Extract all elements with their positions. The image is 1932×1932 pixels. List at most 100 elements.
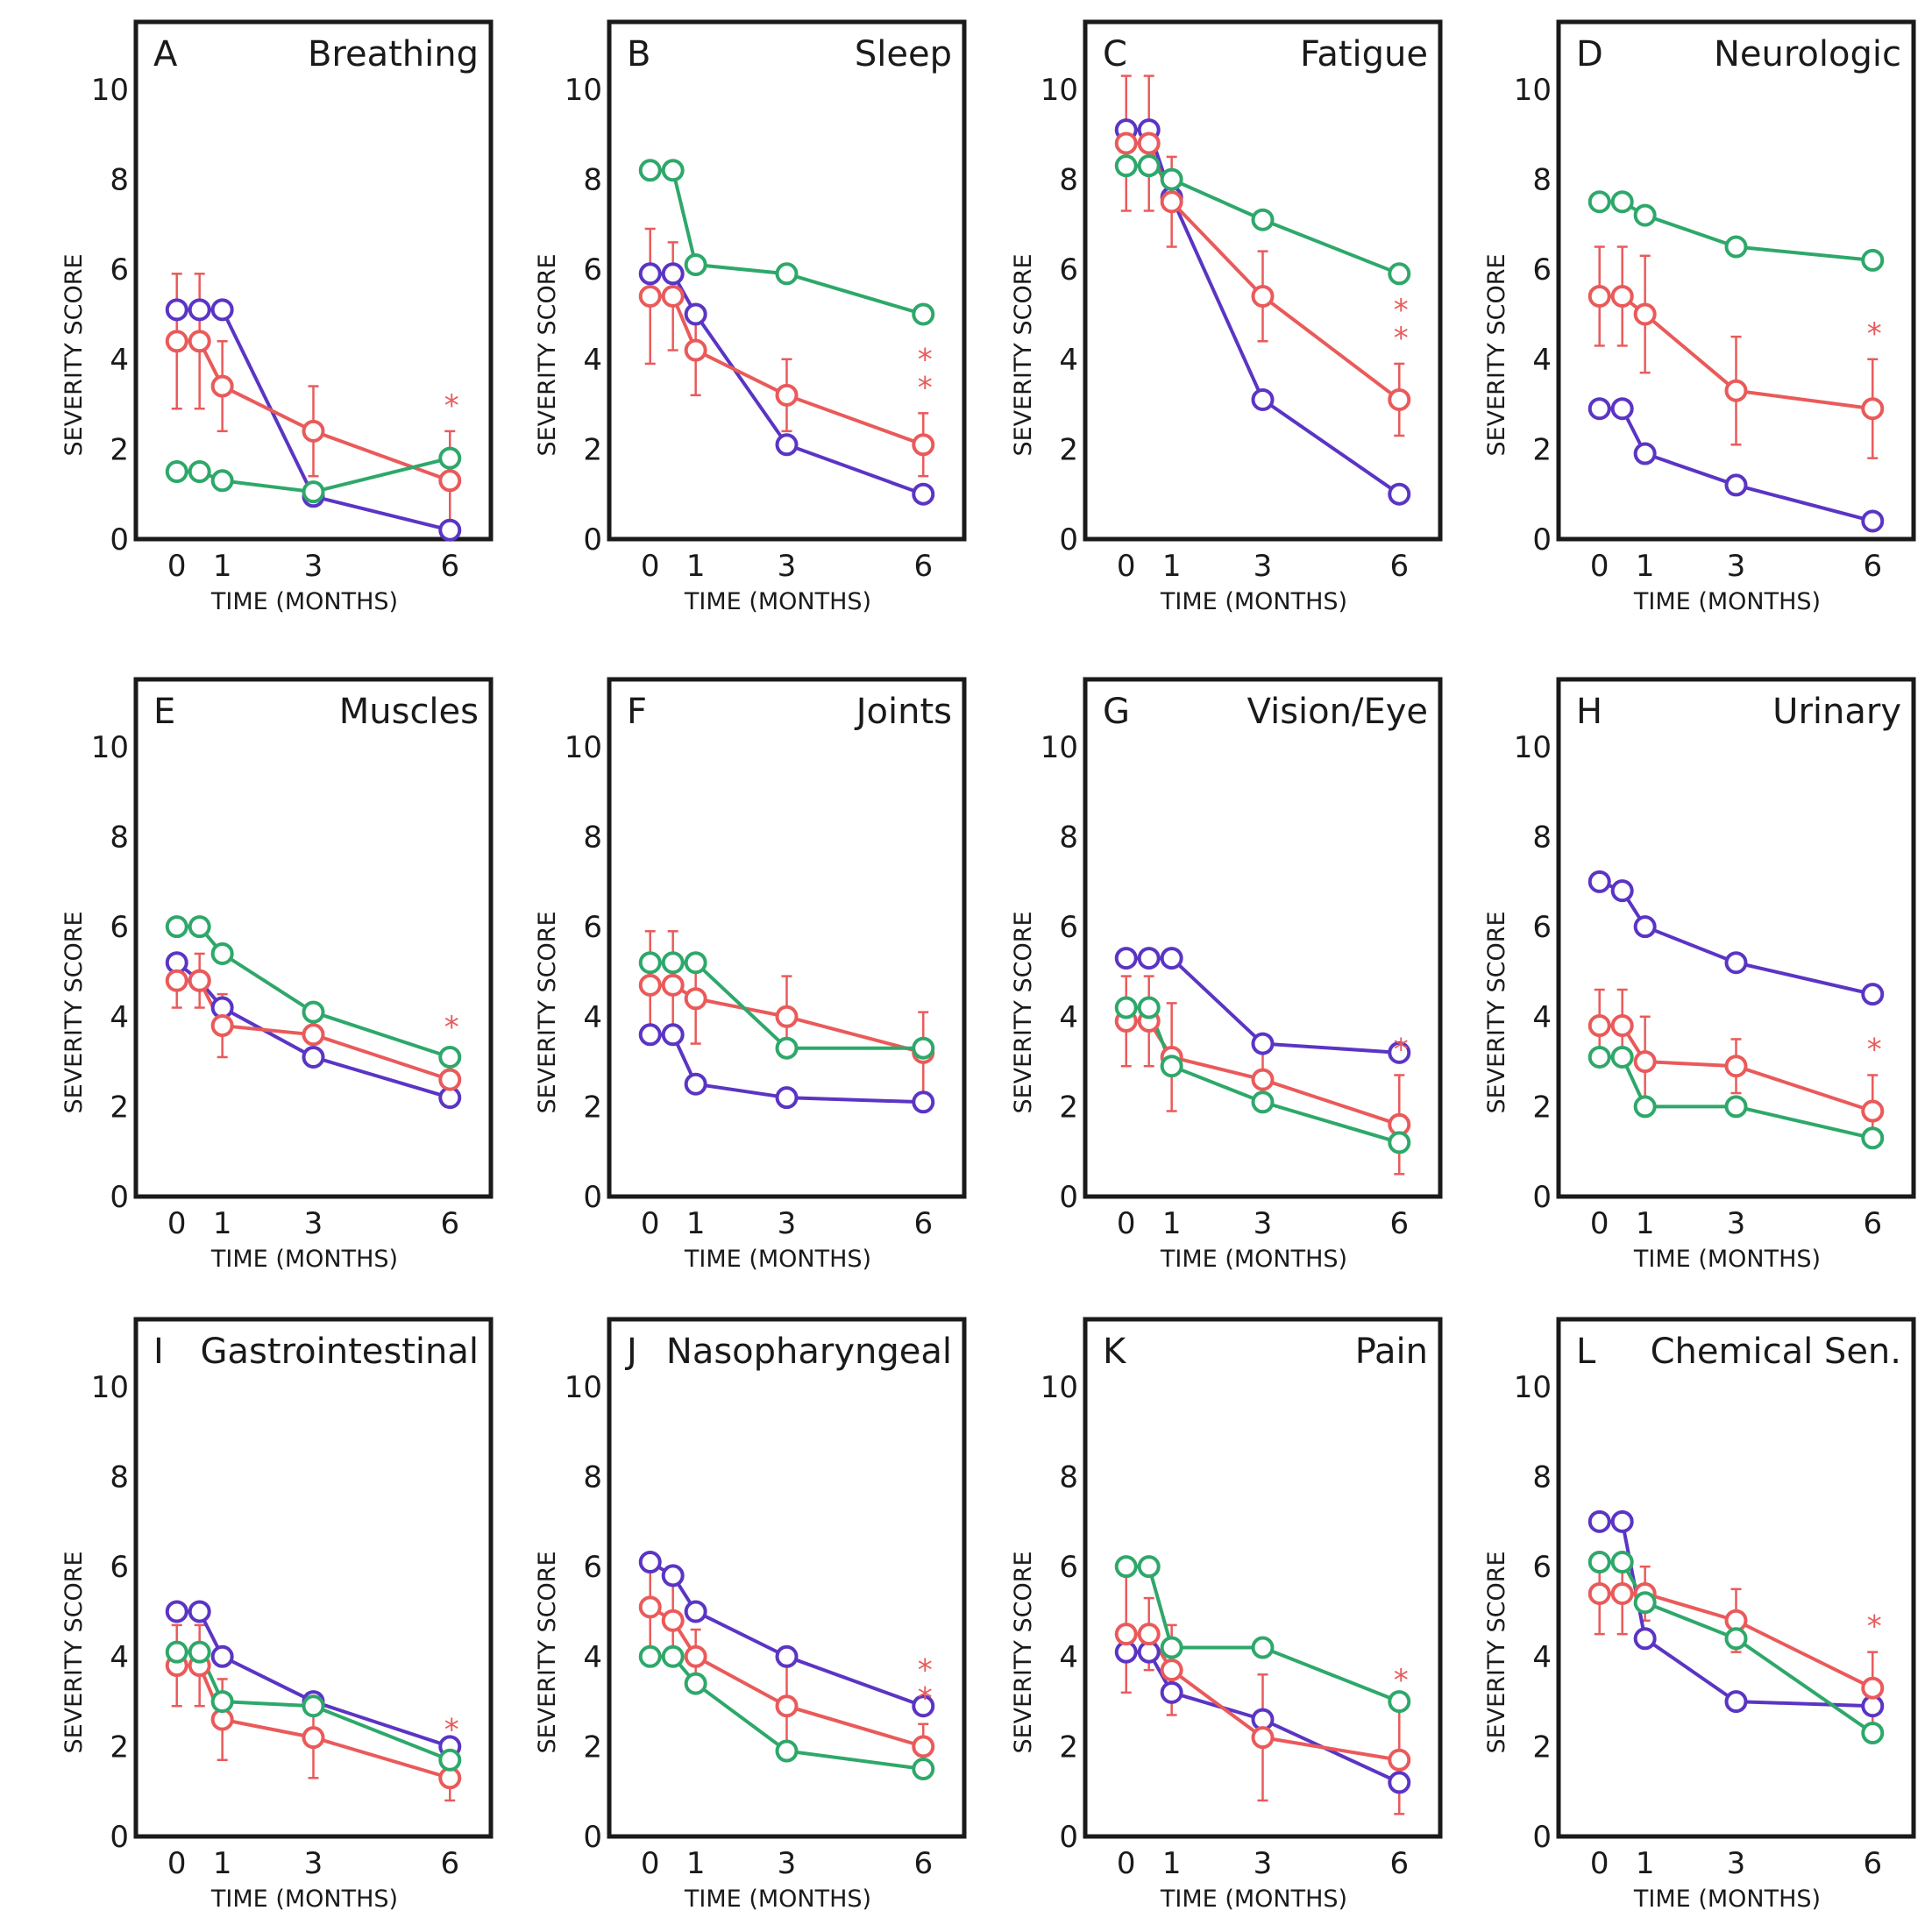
y-tick-label: 10 xyxy=(1514,73,1552,108)
point-green xyxy=(1861,248,1885,272)
point-red xyxy=(1861,1676,1885,1700)
x-tick-label: 3 xyxy=(304,1206,323,1241)
panel-letter: A xyxy=(153,34,178,75)
point-green xyxy=(188,1640,211,1664)
point-green xyxy=(1724,1095,1748,1119)
y-tick-label: 2 xyxy=(1059,432,1078,467)
x-tick-label: 1 xyxy=(213,549,232,584)
y-tick-label: 8 xyxy=(110,820,129,856)
point-green xyxy=(1251,1090,1275,1114)
y-tick-label: 6 xyxy=(1532,910,1552,945)
y-tick-label: 10 xyxy=(1041,730,1078,765)
x-tick-label: 6 xyxy=(1389,549,1409,584)
point-purple xyxy=(1724,473,1748,497)
panel-letter: E xyxy=(153,692,175,732)
y-tick-label: 10 xyxy=(1041,1370,1078,1405)
x-tick-label: 6 xyxy=(440,549,459,584)
point-green xyxy=(684,951,707,975)
point-red xyxy=(1137,131,1161,155)
y-tick-label: 10 xyxy=(1041,73,1078,108)
point-green xyxy=(775,262,799,286)
point-purple xyxy=(912,1090,935,1114)
point-green xyxy=(912,1036,935,1060)
y-tick-label: 2 xyxy=(1532,1090,1552,1125)
point-red xyxy=(1160,190,1183,214)
x-tick-label: 0 xyxy=(1590,1846,1609,1881)
point-red xyxy=(1251,284,1275,308)
y-tick-label: 8 xyxy=(1059,1460,1078,1495)
x-tick-label: 3 xyxy=(1727,1846,1746,1881)
y-tick-label: 2 xyxy=(1059,1730,1078,1765)
point-green xyxy=(1160,1055,1183,1078)
point-red xyxy=(1610,284,1634,308)
y-tick-label: 4 xyxy=(1059,1640,1078,1675)
y-tick-label: 6 xyxy=(110,252,129,288)
panel-letter: G xyxy=(1103,692,1130,732)
point-red xyxy=(638,973,662,997)
point-green xyxy=(1114,1555,1138,1579)
point-purple xyxy=(1724,951,1748,975)
y-tick-label: 4 xyxy=(583,343,602,378)
x-axis-title: TIME (MONTHS) xyxy=(684,1886,871,1913)
x-tick-label: 3 xyxy=(778,1206,797,1241)
point-green xyxy=(1114,996,1138,1019)
point-green xyxy=(210,469,234,493)
point-green xyxy=(302,480,325,504)
y-tick-label: 6 xyxy=(1532,252,1552,288)
point-green xyxy=(188,915,211,939)
y-tick-label: 4 xyxy=(1532,1000,1552,1035)
point-purple xyxy=(165,1600,188,1623)
y-tick-label: 2 xyxy=(110,1730,129,1765)
x-tick-label: 6 xyxy=(1389,1846,1409,1881)
point-green xyxy=(165,460,188,484)
point-purple xyxy=(210,298,234,322)
y-tick-label: 2 xyxy=(1532,432,1552,467)
point-green xyxy=(438,446,462,470)
x-tick-label: 6 xyxy=(1389,1206,1409,1241)
x-axis-title: TIME (MONTHS) xyxy=(1160,588,1347,615)
point-green xyxy=(165,915,188,939)
y-tick-label: 8 xyxy=(110,163,129,198)
significance-star: * xyxy=(444,1713,459,1748)
point-green xyxy=(1633,203,1657,227)
x-tick-label: 3 xyxy=(778,1846,797,1881)
point-purple xyxy=(684,1072,707,1096)
x-tick-label: 0 xyxy=(641,549,660,584)
y-tick-label: 6 xyxy=(1532,1550,1552,1585)
point-red xyxy=(1588,1014,1611,1038)
significance-star: * xyxy=(918,370,933,405)
y-tick-label: 6 xyxy=(110,1550,129,1585)
point-purple xyxy=(1137,947,1161,970)
point-red xyxy=(684,987,707,1011)
y-tick-label: 8 xyxy=(583,1460,602,1495)
point-red xyxy=(638,1595,662,1619)
panel-frame xyxy=(1556,19,1916,542)
x-tick-label: 3 xyxy=(1727,549,1746,584)
point-purple xyxy=(1588,397,1611,421)
y-axis-title: SEVERITY SCORE xyxy=(1483,1551,1510,1753)
panel-letter: C xyxy=(1103,34,1127,75)
point-red xyxy=(1388,387,1411,411)
significance-star: * xyxy=(444,1010,459,1045)
y-tick-label: 0 xyxy=(1059,1180,1078,1215)
x-tick-label: 3 xyxy=(1254,1846,1273,1881)
y-tick-label: 0 xyxy=(583,522,602,558)
point-green xyxy=(1861,1722,1885,1744)
y-axis-title: SEVERITY SCORE xyxy=(60,911,88,1113)
x-tick-label: 1 xyxy=(1636,1206,1655,1241)
x-tick-label: 1 xyxy=(686,1206,706,1241)
y-tick-label: 2 xyxy=(583,1090,602,1125)
panel-frame xyxy=(607,19,967,542)
panel-frame xyxy=(133,677,494,1199)
y-tick-label: 6 xyxy=(1059,910,1078,945)
x-tick-label: 1 xyxy=(1162,549,1182,584)
point-red xyxy=(775,383,799,407)
point-red xyxy=(302,1726,325,1750)
point-purple xyxy=(638,1023,662,1047)
x-axis-title: TIME (MONTHS) xyxy=(684,588,871,615)
panel-letter: L xyxy=(1576,1332,1596,1372)
y-tick-label: 10 xyxy=(565,730,602,765)
point-purple xyxy=(302,1045,325,1069)
